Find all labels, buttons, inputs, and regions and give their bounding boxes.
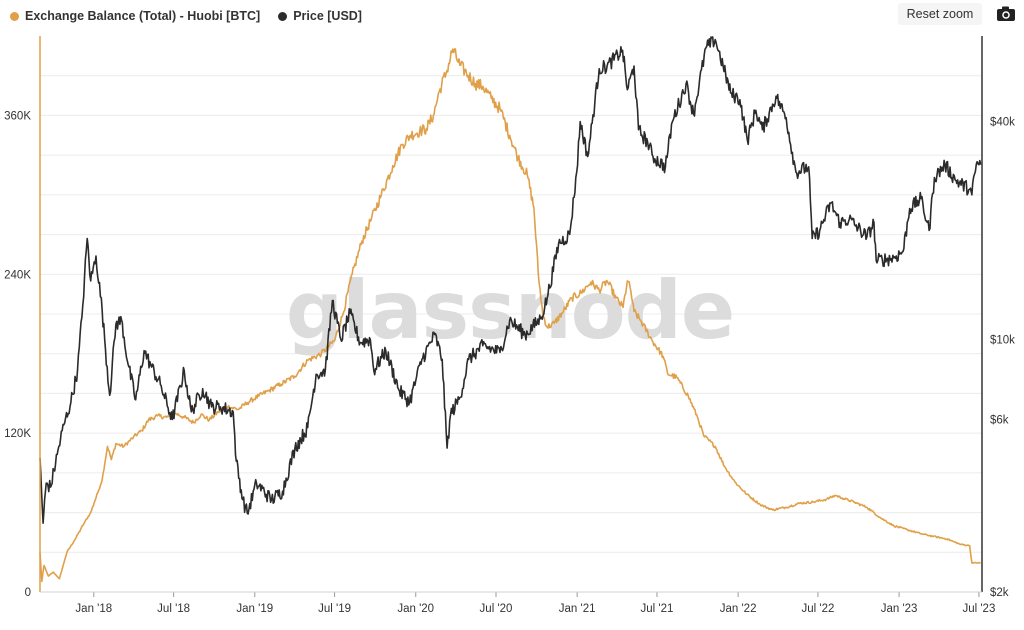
reset-zoom-button[interactable]: Reset zoom <box>898 3 982 25</box>
left-tick-label: 120K <box>4 428 31 440</box>
right-tick-label: $10k <box>990 334 1015 346</box>
x-tick-label: Jul '20 <box>480 603 513 615</box>
legend-label-price: Price [USD] <box>293 9 362 23</box>
legend-item-price[interactable]: Price [USD] <box>278 9 362 23</box>
camera-button[interactable] <box>994 4 1018 24</box>
x-tick-label: Jan '19 <box>236 603 273 615</box>
right-tick-label: $40k <box>990 117 1015 129</box>
price-line <box>39 36 982 524</box>
x-tick-label: Jul '23 <box>962 603 995 615</box>
x-axis-ticks: Jan '18 Jul '18 Jan '19 Jul '19 Jan '20 Jul '… <box>75 592 995 615</box>
x-tick-label: Jan '20 <box>397 603 434 615</box>
legend-dot-price <box>278 11 288 21</box>
x-tick-label: Jan '22 <box>720 603 757 615</box>
left-axis-ticks: 0 120K 240K 360K <box>4 110 31 599</box>
legend-item-balance[interactable]: Exchange Balance (Total) - Huobi [BTC] <box>10 9 260 23</box>
right-tick-label: $2k <box>990 587 1009 599</box>
x-tick-label: Jul '21 <box>641 603 674 615</box>
right-axis-ticks: $2k $6k $10k $40k <box>990 117 1015 599</box>
x-tick-label: Jan '23 <box>881 603 918 615</box>
legend-label-balance: Exchange Balance (Total) - Huobi [BTC] <box>25 9 261 23</box>
balance-line <box>39 48 981 583</box>
glassnode-watermark: glassnode <box>286 264 734 357</box>
right-tick-label: $6k <box>990 414 1009 426</box>
left-tick-label: 240K <box>4 269 31 281</box>
x-tick-label: Jul '18 <box>157 603 190 615</box>
chart-series <box>39 36 982 583</box>
camera-icon <box>997 6 1015 21</box>
legend-dot-balance <box>10 11 19 21</box>
left-tick-label: 360K <box>4 110 31 122</box>
x-tick-label: Jan '18 <box>75 603 112 615</box>
left-tick-label: 0 <box>25 587 31 599</box>
chart-axes <box>39 36 983 593</box>
x-tick-label: Jul '22 <box>801 603 834 615</box>
x-tick-label: Jul '19 <box>318 603 351 615</box>
chart-legend: Exchange Balance (Total) - Huobi [BTC] P… <box>10 6 362 26</box>
x-tick-label: Jan '21 <box>559 603 596 615</box>
